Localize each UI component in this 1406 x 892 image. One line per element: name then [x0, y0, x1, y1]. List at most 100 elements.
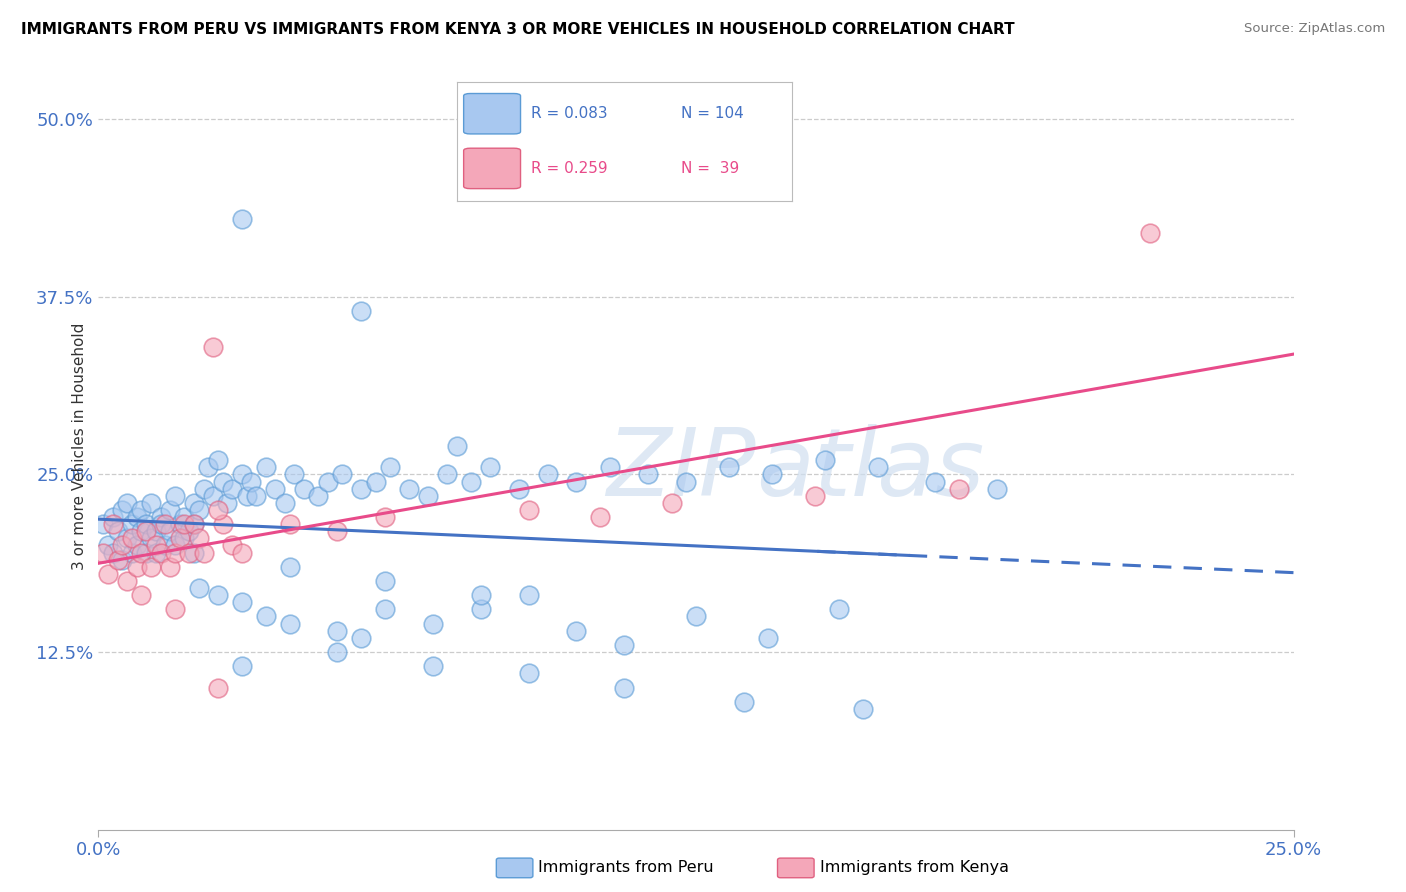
Point — [217, 496, 239, 510]
Point — [183, 517, 205, 532]
Point — [316, 475, 339, 489]
Point — [159, 503, 181, 517]
Point — [145, 538, 167, 552]
Point — [264, 482, 287, 496]
Point — [179, 545, 201, 559]
Text: Source: ZipAtlas.com: Source: ZipAtlas.com — [1244, 22, 1385, 36]
Point — [378, 460, 401, 475]
Text: atlas: atlas — [756, 424, 984, 515]
Point — [187, 503, 209, 517]
Point — [145, 524, 167, 539]
Point — [121, 532, 143, 546]
Point — [733, 695, 755, 709]
Point — [350, 631, 373, 645]
Point — [163, 489, 186, 503]
Point — [211, 475, 233, 489]
Point — [364, 475, 387, 489]
Point — [254, 609, 277, 624]
Y-axis label: 3 or more Vehicles in Household: 3 or more Vehicles in Household — [72, 322, 87, 570]
Point — [350, 304, 373, 318]
Point — [852, 702, 875, 716]
Point — [326, 624, 349, 638]
Point — [756, 631, 779, 645]
Point — [326, 645, 349, 659]
Point — [163, 545, 186, 559]
Point — [173, 510, 195, 524]
Point — [418, 489, 440, 503]
Point — [107, 524, 129, 539]
Point — [245, 489, 267, 503]
Point — [517, 588, 540, 602]
Point — [97, 538, 120, 552]
Point — [479, 460, 502, 475]
Point — [179, 524, 201, 539]
Point — [183, 517, 205, 532]
Point — [718, 460, 741, 475]
Point — [661, 496, 683, 510]
Point — [1139, 226, 1161, 240]
Point — [221, 538, 243, 552]
Point — [135, 545, 157, 559]
Point — [97, 566, 120, 581]
Point — [613, 681, 636, 695]
Point — [422, 659, 444, 673]
Point — [149, 545, 172, 559]
Point — [207, 681, 229, 695]
Point — [101, 545, 124, 559]
Text: Immigrants from Kenya: Immigrants from Kenya — [820, 861, 1008, 875]
Point — [613, 638, 636, 652]
Point — [131, 503, 153, 517]
Point — [948, 482, 970, 496]
Point — [107, 552, 129, 566]
Point — [149, 517, 172, 532]
Point — [814, 453, 837, 467]
Point — [111, 503, 134, 517]
Point — [155, 538, 177, 552]
Point — [125, 510, 148, 524]
Point — [159, 559, 181, 574]
Point — [685, 609, 707, 624]
Point — [231, 545, 253, 559]
Point — [139, 559, 162, 574]
Point — [111, 538, 134, 552]
Point — [599, 460, 621, 475]
Point — [121, 517, 143, 532]
Point — [307, 489, 329, 503]
Point — [131, 524, 153, 539]
Point — [149, 510, 172, 524]
Point — [211, 517, 233, 532]
Point — [115, 496, 138, 510]
Point — [187, 532, 209, 546]
Point — [221, 482, 243, 496]
Point — [145, 545, 167, 559]
Point — [101, 510, 124, 524]
Point — [91, 545, 114, 559]
Point — [187, 581, 209, 595]
Point — [169, 517, 191, 532]
Point — [924, 475, 946, 489]
Point — [111, 552, 134, 566]
Point — [517, 666, 540, 681]
Point — [274, 496, 297, 510]
Point — [675, 475, 697, 489]
Point — [183, 545, 205, 559]
Point — [139, 532, 162, 546]
Point — [207, 503, 229, 517]
Point — [173, 532, 195, 546]
Point — [135, 524, 157, 539]
Point — [761, 467, 783, 482]
Point — [374, 574, 396, 588]
Point — [207, 588, 229, 602]
Point — [436, 467, 458, 482]
Point — [202, 489, 225, 503]
Text: Immigrants from Peru: Immigrants from Peru — [538, 861, 714, 875]
Point — [330, 467, 353, 482]
Point — [278, 616, 301, 631]
Point — [866, 460, 889, 475]
Point — [231, 659, 253, 673]
Point — [350, 482, 373, 496]
Point — [231, 467, 253, 482]
Text: ZIP: ZIP — [606, 424, 756, 515]
Point — [565, 475, 588, 489]
Point — [398, 482, 420, 496]
